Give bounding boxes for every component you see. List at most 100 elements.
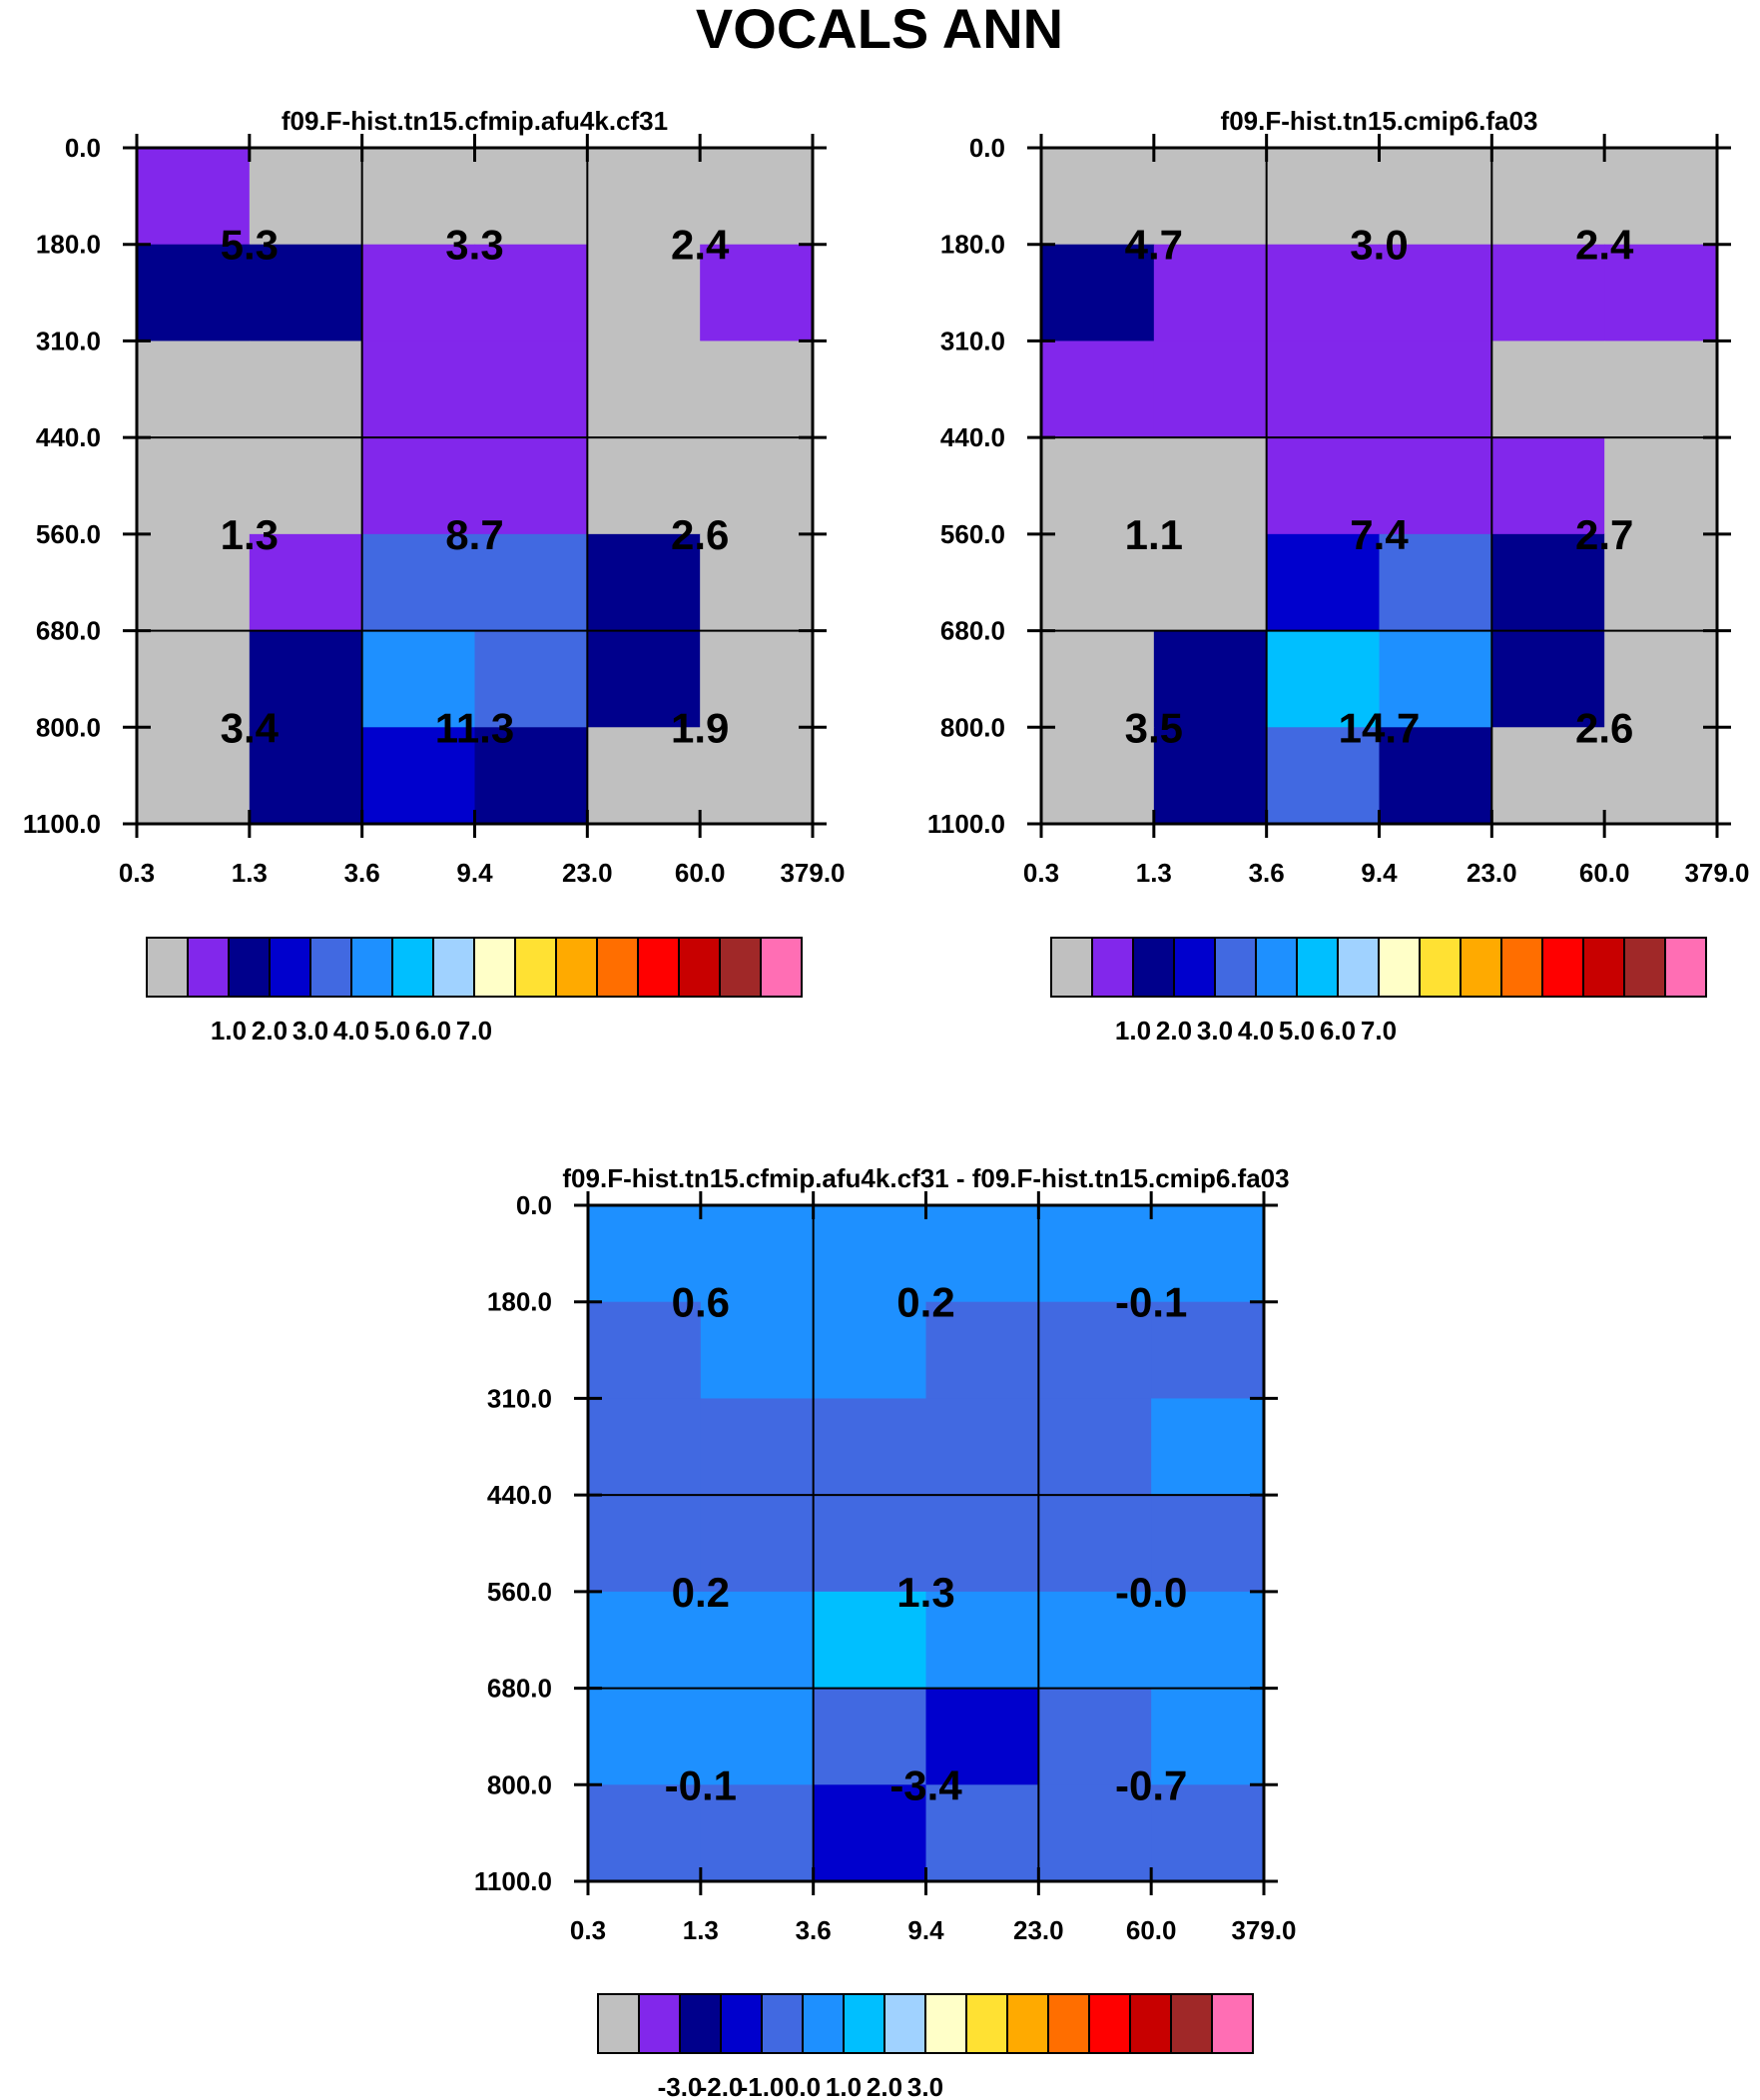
colorbar-box (720, 1993, 763, 2054)
x-tick-label: 23.0 (562, 858, 613, 888)
heatmap-cell (1038, 1495, 1152, 1593)
block-value-label: -0.1 (1115, 1279, 1187, 1326)
y-tick-label: 440.0 (36, 422, 101, 452)
heatmap-cell (587, 341, 701, 438)
block-value-label: 1.3 (896, 1569, 954, 1616)
block-value-label: 3.5 (1125, 704, 1183, 751)
heatmap-cell (700, 1495, 815, 1593)
colorbar-box (1047, 1993, 1090, 2054)
y-tick-label: 1100.0 (474, 1866, 552, 1896)
colorbar-box (843, 1993, 885, 2054)
heatmap-cell (700, 1205, 815, 1303)
heatmap-cell (1038, 1784, 1152, 1882)
heatmap-cell (1153, 148, 1268, 246)
heatmap-cell (1266, 148, 1381, 246)
y-tick-label: 0.0 (969, 133, 1005, 163)
heatmap-cell (1266, 630, 1381, 728)
colorbar-box (597, 1993, 640, 2054)
x-tick-label: 0.3 (1023, 858, 1059, 888)
heatmap-cell (361, 533, 476, 632)
heatmap-cell (1379, 341, 1492, 438)
colorbar-box (514, 937, 557, 998)
heatmap-cell (361, 630, 476, 728)
y-tick-label: 800.0 (487, 1769, 552, 1799)
heatmap-cell (1491, 630, 1605, 728)
x-tick-label: 9.4 (456, 858, 493, 888)
colorbar-box (1541, 937, 1584, 998)
block-value-label: 14.7 (1339, 704, 1421, 751)
block-value-label: 7.4 (1350, 511, 1409, 558)
block-value-label: 4.7 (1125, 222, 1183, 269)
heatmap-cell (925, 1784, 1039, 1882)
x-tick-label: 60.0 (1579, 858, 1630, 888)
heatmap-cell (1041, 437, 1155, 535)
colorbar-box (1460, 937, 1502, 998)
colorbar-label: 1.0 (211, 1016, 247, 1046)
y-tick-label: 560.0 (36, 519, 101, 549)
colorbar-box (638, 1993, 681, 2054)
block-value-label: 5.3 (221, 222, 279, 269)
colorbar-label: 6.0 (1320, 1016, 1356, 1046)
colorbar-box (1129, 1993, 1172, 2054)
colorbar-label: -3.0 (658, 2072, 703, 2100)
heatmap-cell (813, 1784, 927, 1882)
panel-cfmip-afu4k: f09.F-hist.tn15.cfmip.afu4k.cf31 0.0 180.0… (23, 106, 846, 1046)
x-tick-label: 1.3 (232, 858, 268, 888)
x-tick-label: 3.6 (796, 1915, 832, 1945)
heatmap-cell (588, 1205, 702, 1303)
colorbar-box (1050, 937, 1093, 998)
heatmap-cell (1038, 1398, 1152, 1496)
block-value-label: 0.6 (672, 1279, 730, 1326)
heatmap-cell (361, 727, 476, 825)
colorbar-box (883, 1993, 926, 2054)
heatmap-cell (249, 437, 363, 535)
heatmap-cell (137, 148, 251, 246)
heatmap-cell (474, 533, 588, 632)
heatmap-cell (925, 1495, 1039, 1593)
heatmap-cell (1041, 533, 1155, 632)
block-value-label: 2.4 (671, 222, 730, 269)
block-value-label: 1.1 (1125, 511, 1183, 558)
colorbar-label: -1.0 (740, 2072, 785, 2100)
colorbar-box (1006, 1993, 1049, 2054)
heatmap-cell (813, 1398, 927, 1496)
colorbar-box (1623, 937, 1666, 998)
heatmap-cell (1491, 244, 1605, 343)
colorbar-box (350, 937, 393, 998)
heatmap-cell (588, 1784, 702, 1882)
heatmap-cell (1491, 533, 1605, 632)
heatmap-cell (1604, 341, 1718, 438)
heatmap-cell (587, 630, 701, 728)
block-value-label: 3.0 (1350, 222, 1408, 269)
x-tick-label: 3.6 (1249, 858, 1285, 888)
y-tick-label: 310.0 (940, 326, 1005, 355)
heatmap-cell (1038, 1301, 1152, 1400)
heatmap-cell (1266, 437, 1381, 535)
block-value-label: 1.3 (221, 511, 279, 558)
heatmap-cell (1491, 727, 1605, 825)
colorbar-box (1173, 937, 1216, 998)
heatmap-cell (1266, 727, 1381, 825)
y-tick-label: 680.0 (940, 616, 1005, 646)
heatmap-cell (700, 244, 814, 343)
x-tick-label: 60.0 (675, 858, 726, 888)
colorbar-box (1132, 937, 1175, 998)
colorbar-box (1419, 937, 1462, 998)
y-tick-label: 1100.0 (927, 809, 1005, 839)
panel-cmip6-fa03: f09.F-hist.tn15.cmip6.fa03 0.0 180.0 310.0 4… (927, 106, 1750, 1046)
heatmap-cell (1041, 341, 1155, 438)
heatmap-cell (137, 437, 251, 535)
colorbar-box (146, 937, 189, 998)
y-tick-label: 440.0 (487, 1480, 552, 1510)
x-tick-label: 3.6 (344, 858, 380, 888)
heatmap-cell (700, 1784, 815, 1882)
heatmap-cell (700, 1591, 815, 1690)
heatmap-cell (137, 533, 251, 632)
colorbar-box (678, 937, 721, 998)
heatmap-cell (249, 341, 363, 438)
x-tick-label: 23.0 (1467, 858, 1517, 888)
panel-difference: f09.F-hist.tn15.cfmip.afu4k.cf31 - f09.F… (474, 1163, 1297, 2100)
heatmap-cell (588, 1301, 702, 1400)
heatmap-cell (361, 437, 476, 535)
heatmap-cell (1151, 1301, 1265, 1400)
